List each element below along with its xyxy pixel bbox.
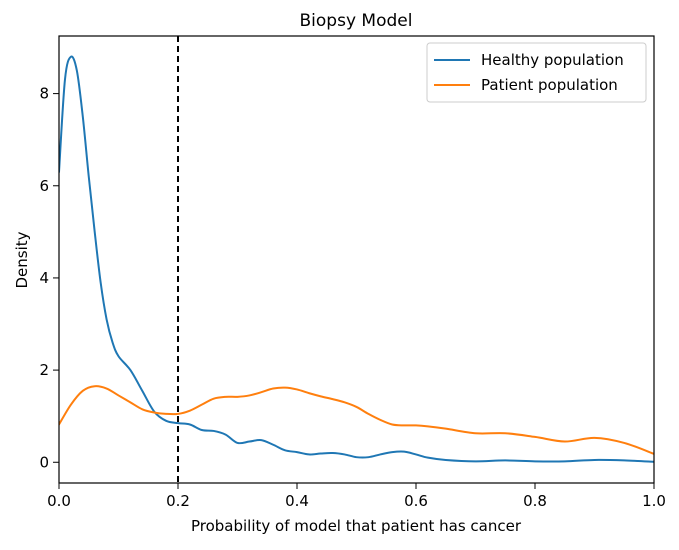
x-axis: 0.0 0.2 0.4 0.6 0.8 1.0 xyxy=(47,483,666,510)
y-tick-label: 6 xyxy=(39,177,49,195)
chart-title: Biopsy Model xyxy=(300,11,413,31)
plot-frame xyxy=(58,35,655,484)
x-tick-label: 0.8 xyxy=(523,492,547,510)
y-tick-label: 0 xyxy=(39,453,49,471)
x-tick-label: 0.4 xyxy=(285,492,309,510)
series-line-patient-population xyxy=(59,385,654,455)
series-line-healthy-population xyxy=(59,55,654,463)
x-axis-label: Probability of model that patient has ca… xyxy=(191,517,522,535)
legend-label-healthy-population: Healthy population xyxy=(481,51,624,69)
x-tick-label: 0.2 xyxy=(166,492,190,510)
legend-box xyxy=(426,42,647,103)
legend: Healthy population Patient population xyxy=(426,42,647,103)
y-axis: 0 2 4 6 8 xyxy=(39,85,59,471)
x-tick-label: 0.6 xyxy=(404,492,428,510)
x-tick-label: 0.0 xyxy=(47,492,71,510)
series-layer xyxy=(59,55,654,463)
y-tick-label: 2 xyxy=(39,361,49,379)
y-tick-label: 4 xyxy=(39,269,49,287)
y-axis-label: Density xyxy=(13,231,31,288)
legend-label-patient-population: Patient population xyxy=(481,76,618,94)
x-tick-label: 1.0 xyxy=(642,492,666,510)
y-tick-label: 8 xyxy=(39,85,49,103)
